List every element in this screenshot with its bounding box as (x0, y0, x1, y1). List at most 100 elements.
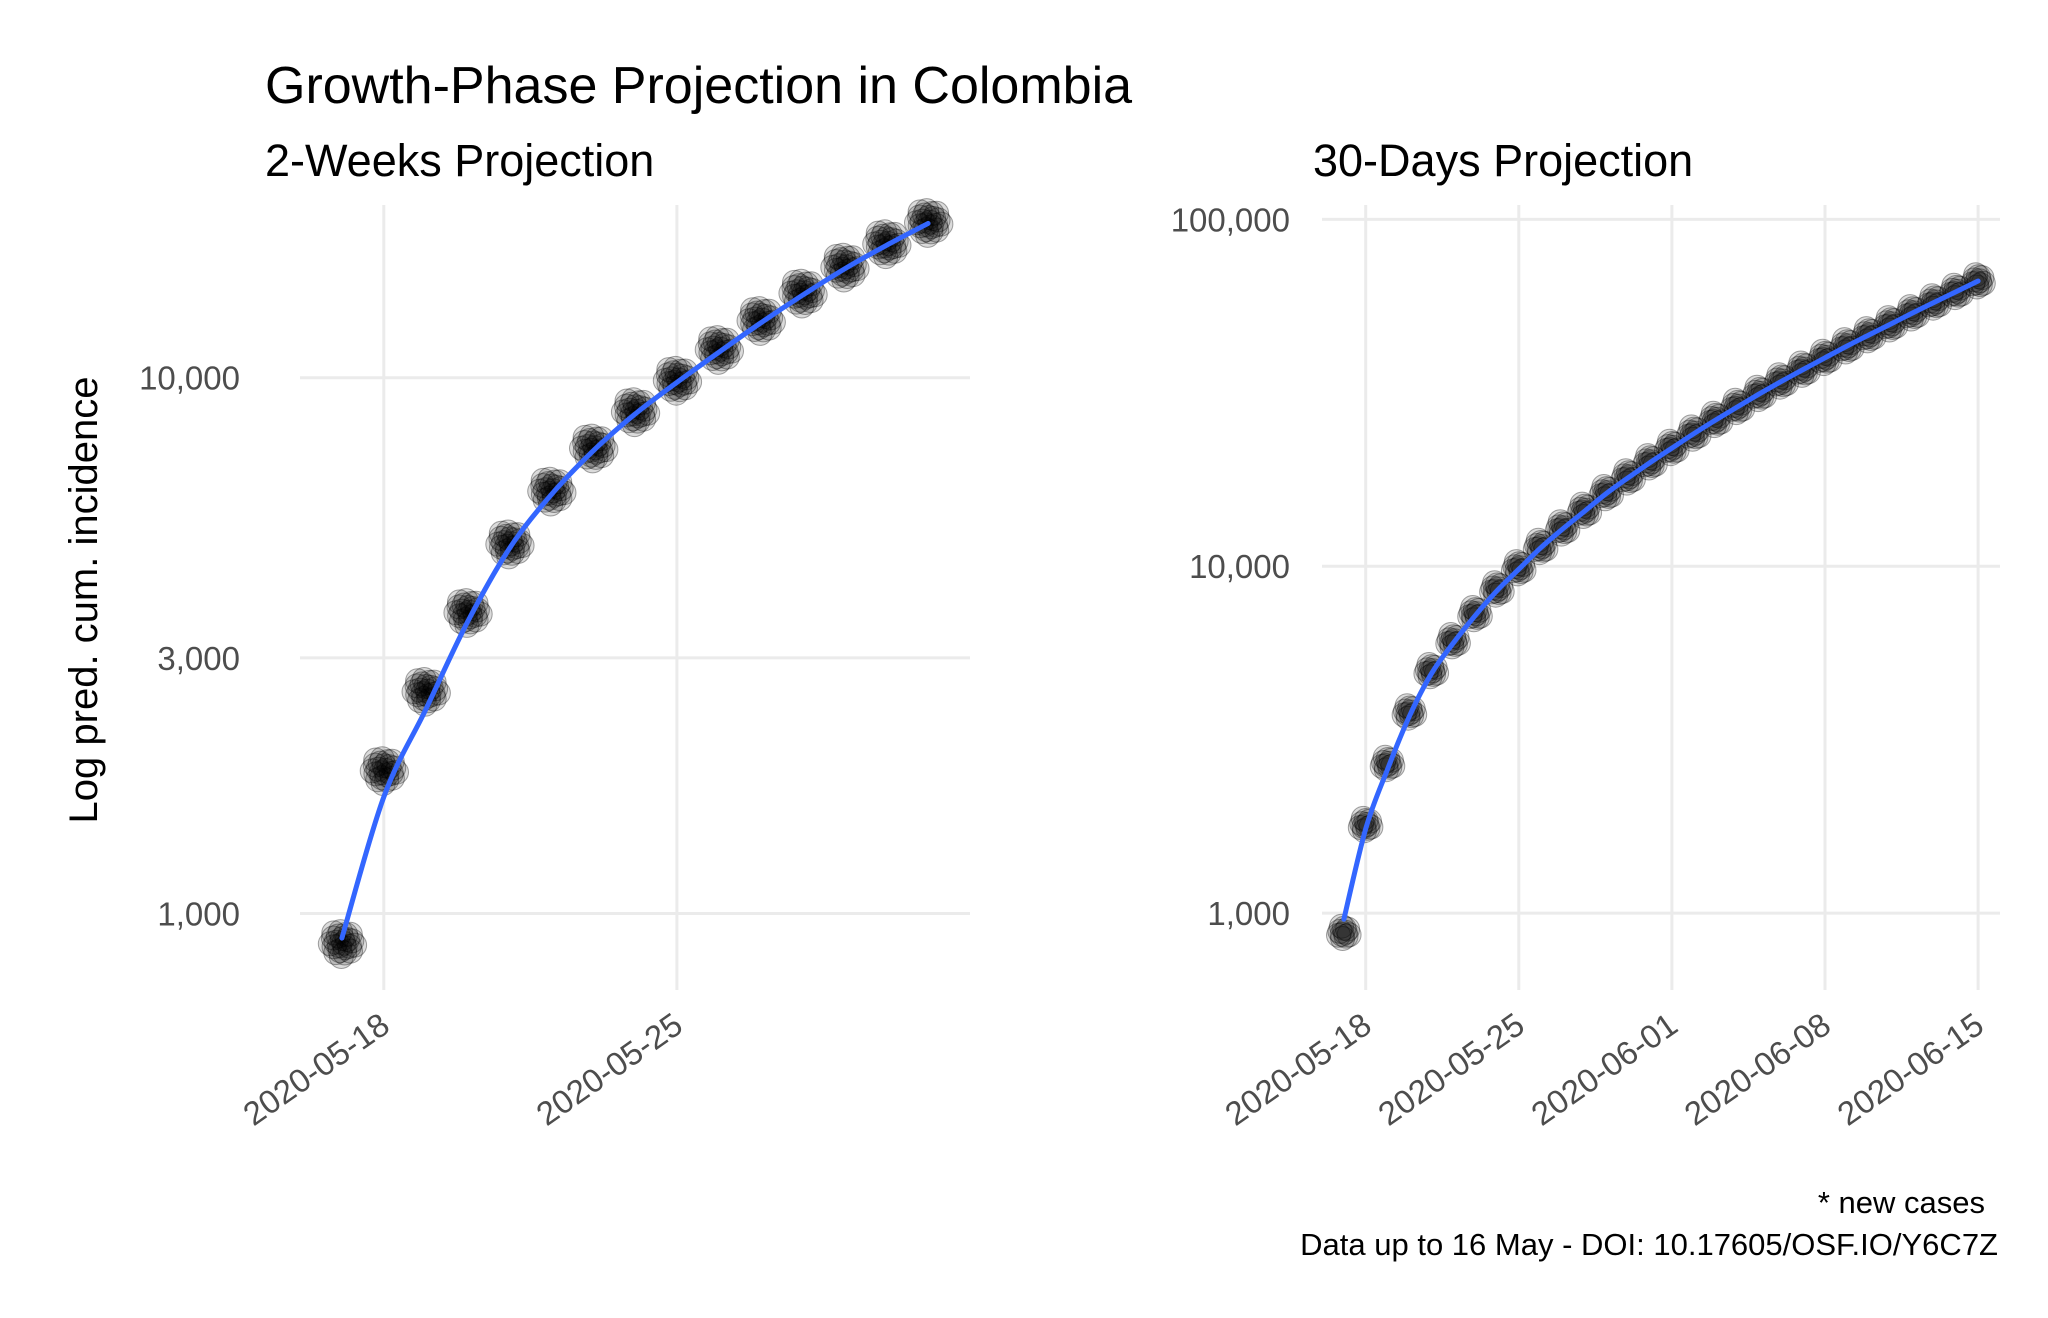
data-point (1528, 530, 1554, 555)
data-point (339, 928, 365, 954)
data-point (320, 925, 346, 951)
data-point (488, 525, 514, 551)
data-point (746, 296, 772, 322)
data-point (907, 199, 933, 225)
data-point (1329, 913, 1354, 939)
data-point (572, 430, 598, 455)
x-tick-label: 2020-05-18 (236, 1005, 396, 1132)
data-point (1589, 479, 1615, 505)
data-point (342, 932, 368, 958)
data-point (1574, 501, 1600, 527)
panel-subtitle: 30-Days Projection (1313, 135, 1693, 186)
data-point (401, 679, 427, 705)
chart-title: Growth-Phase Projection in Colombia (265, 57, 1132, 115)
data-point (704, 325, 730, 351)
data-point (362, 752, 388, 778)
data-point (365, 756, 391, 782)
data-point (1336, 922, 1362, 948)
data-point (337, 933, 362, 959)
data-points (1326, 262, 1996, 951)
data-point (925, 207, 951, 233)
data-point (443, 600, 469, 626)
data-point (588, 438, 614, 464)
y-tick-labels: 1,000 3,000 10,000 (139, 360, 240, 933)
gridlines (1322, 205, 2000, 990)
data-point (631, 389, 656, 415)
data-point (823, 244, 849, 269)
data-point (405, 668, 431, 694)
x-tick-label: 2020-06-01 (1524, 1005, 1684, 1132)
data-point (1599, 482, 1624, 508)
y-tick-label: 100,000 (1171, 201, 1290, 238)
data-point (1552, 519, 1578, 545)
data-point (621, 387, 647, 413)
data-point (782, 269, 807, 295)
caption-new-cases: * new cases (1818, 1185, 1985, 1220)
data-point (363, 761, 389, 787)
y-axis-label: Log pred. cum. incidence (62, 377, 106, 824)
data-point (1530, 537, 1556, 563)
data-point (1568, 496, 1593, 522)
data-point (1506, 551, 1532, 577)
data-point (506, 528, 532, 554)
data-point (1546, 514, 1572, 540)
data-point (1511, 557, 1537, 583)
data-point (1524, 533, 1550, 558)
data-point (630, 401, 656, 427)
data-point (323, 940, 349, 966)
data-point (1500, 558, 1526, 584)
data-point (583, 439, 609, 465)
data-point (740, 297, 766, 323)
data-point (1555, 517, 1581, 543)
x-tick-label: 2020-05-25 (1371, 1005, 1531, 1132)
data-point (572, 424, 598, 450)
data-point (1333, 923, 1359, 949)
data-point (928, 211, 954, 237)
data-point (332, 940, 358, 966)
y-tick-label: 10,000 (1189, 548, 1290, 585)
data-point (1577, 500, 1603, 526)
y-tick-label: 3,000 (157, 640, 240, 677)
y-tick-label: 1,000 (1207, 895, 1290, 932)
data-point (1963, 262, 1989, 288)
gridlines (300, 205, 970, 990)
data-point (1550, 511, 1576, 537)
panel-30-days: 30-Days Projection 1,000 10,000 100,000 20… (1171, 135, 2000, 1133)
data-point (1467, 603, 1493, 629)
data-point (1458, 600, 1484, 626)
data-point (1326, 922, 1351, 948)
data-point (1457, 604, 1483, 630)
fit-line (339, 220, 931, 941)
data-point (919, 201, 945, 226)
data-point (1594, 476, 1620, 502)
data-point (713, 339, 739, 365)
data-point (546, 481, 572, 507)
data-point (1484, 572, 1510, 598)
panel-2-weeks: 2-Weeks Projection Log pred. cum. incide… (62, 135, 970, 1133)
data-point (1480, 575, 1506, 601)
data-point (409, 671, 435, 697)
data-point (321, 934, 347, 960)
caption-source: Data up to 16 May - DOI: 10.17605/OSF.IO… (1300, 1227, 1998, 1262)
data-point (359, 758, 385, 784)
data-point (1508, 559, 1534, 584)
data-point (698, 326, 724, 352)
x-tick-labels: 2020-05-18 2020-05-25 (236, 1005, 689, 1132)
x-tick-label: 2020-06-08 (1678, 1005, 1838, 1132)
data-point (924, 217, 950, 243)
data-point (614, 402, 640, 428)
data-point (656, 357, 682, 383)
data-point (1479, 579, 1505, 605)
data-point (1330, 926, 1356, 951)
data-point (1533, 536, 1559, 562)
data-point (698, 340, 724, 366)
data-point (326, 933, 352, 959)
data-point (572, 438, 598, 464)
data-point (317, 931, 343, 957)
data-point (363, 747, 389, 773)
fit-line (1341, 278, 1981, 922)
data-point (1441, 624, 1466, 650)
panel-subtitle: 2-Weeks Projection (265, 135, 654, 186)
data-point (328, 944, 354, 969)
data-point (1435, 631, 1461, 657)
